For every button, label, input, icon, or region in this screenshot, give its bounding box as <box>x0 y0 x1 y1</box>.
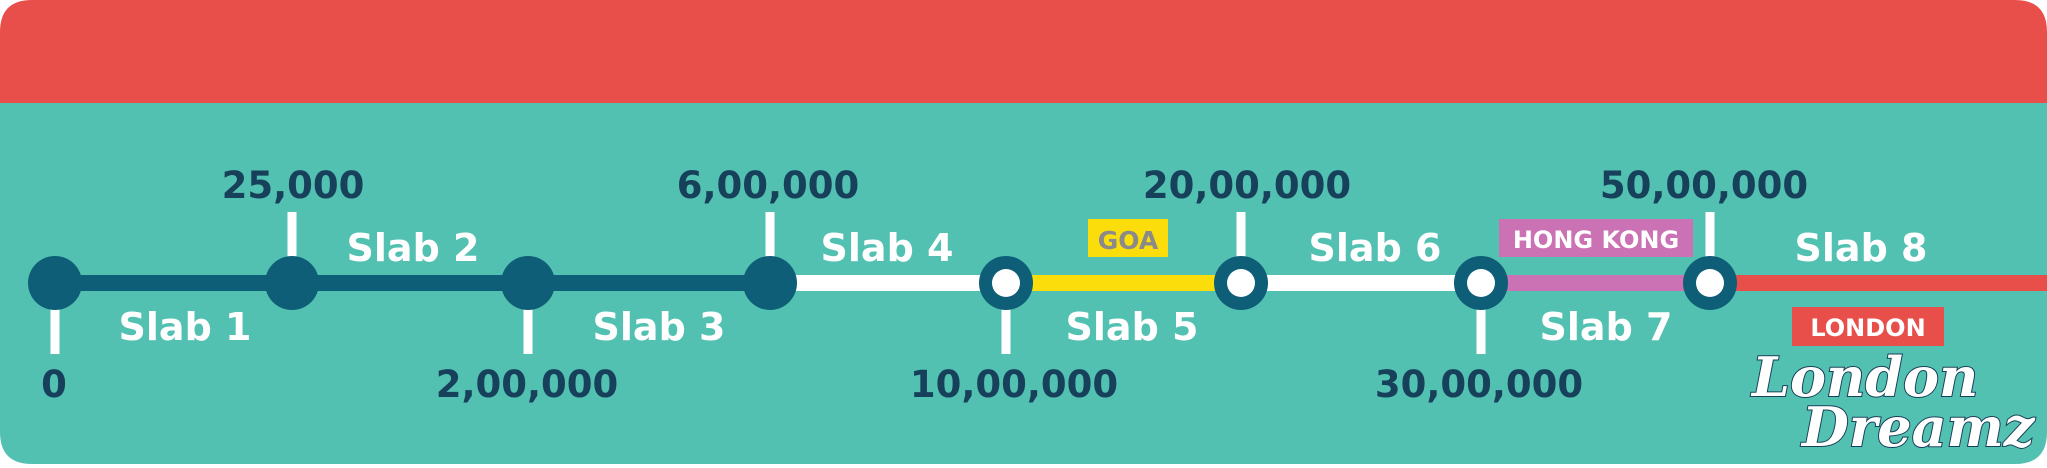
milestone-label-0: 0 <box>41 363 67 406</box>
logo-line-1: London <box>1750 345 1978 409</box>
milestone-node-3 <box>743 256 797 310</box>
milestone-label-3000000: 30,00,000 <box>1375 363 1583 406</box>
milestone-node-center-7 <box>1696 269 1724 297</box>
slab-label-4: Slab 4 <box>821 226 954 270</box>
london-badge <box>1792 307 1944 346</box>
title-banner <box>0 0 2047 103</box>
slab-label-3: Slab 3 <box>593 305 726 349</box>
milestone-label-200000: 2,00,000 <box>436 363 619 406</box>
milestone-node-0 <box>28 256 82 310</box>
hong-kong-badge <box>1499 219 1693 257</box>
london-dreamz-logo: London Dreamz <box>1749 344 2037 460</box>
milestone-label-1000000: 10,00,000 <box>910 363 1118 406</box>
milestone-node-center-4 <box>992 269 1020 297</box>
slab-label-8: Slab 8 <box>1795 226 1928 270</box>
slab-label-2: Slab 2 <box>347 226 480 270</box>
milestone-nodes <box>28 256 1737 310</box>
milestone-label-2000000: 20,00,000 <box>1143 164 1351 207</box>
milestone-node-center-6 <box>1467 269 1495 297</box>
slab-label-5: Slab 5 <box>1066 305 1199 349</box>
banner-title <box>0 0 2047 103</box>
goa-badge <box>1088 219 1168 257</box>
milestone-label-25000: 25,000 <box>222 164 365 207</box>
milestone-label-600000: 6,00,000 <box>677 164 860 207</box>
hong-kong-badge-label: HONG KONG <box>1513 226 1679 254</box>
milestone-node-2 <box>501 256 555 310</box>
goa-badge-label: GOA <box>1098 226 1159 255</box>
logo-line-2: Dreamz <box>1800 395 2036 459</box>
milestone-label-5000000: 50,00,000 <box>1600 164 1808 207</box>
london-badge-label: LONDON <box>1810 314 1925 342</box>
slab-label-7: Slab 7 <box>1540 305 1673 349</box>
slab-label-6: Slab 6 <box>1309 226 1442 270</box>
slab-label-1: Slab 1 <box>119 305 252 349</box>
milestone-node-center-5 <box>1227 269 1255 297</box>
milestone-node-1 <box>265 256 319 310</box>
